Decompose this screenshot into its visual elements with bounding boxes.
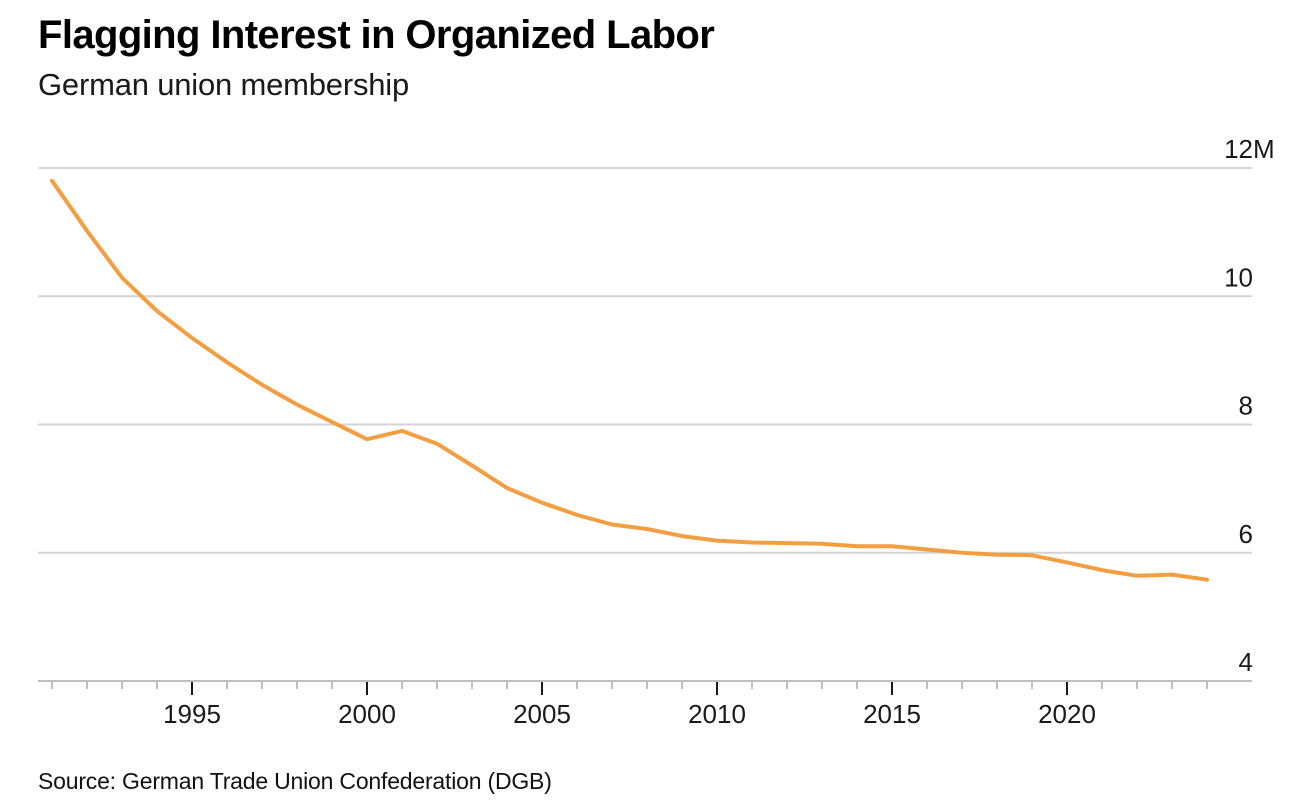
source-note: Source: German Trade Union Confederation…: [38, 768, 552, 794]
x-axis-label: 2020: [1038, 699, 1096, 729]
x-axis-label: 1995: [163, 699, 221, 729]
membership-trend-line: [50, 178, 1209, 582]
chart-title: Flagging Interest in Organized Labor: [38, 13, 715, 57]
y-axis-label: 4: [1239, 647, 1253, 677]
y-axis-label: 6: [1239, 519, 1253, 549]
x-axis-label: 2010: [688, 699, 746, 729]
chart-subtitle: German union membership: [38, 67, 410, 102]
y-axis-unit-label: M: [1253, 134, 1275, 164]
y-axis-label: 8: [1239, 391, 1253, 421]
x-axis-label: 2000: [338, 699, 396, 729]
y-axis-label: 10: [1224, 262, 1253, 292]
x-axis-label: 2015: [863, 699, 921, 729]
x-axis-label: 2005: [513, 699, 571, 729]
y-axis-label: 12: [1224, 134, 1253, 164]
